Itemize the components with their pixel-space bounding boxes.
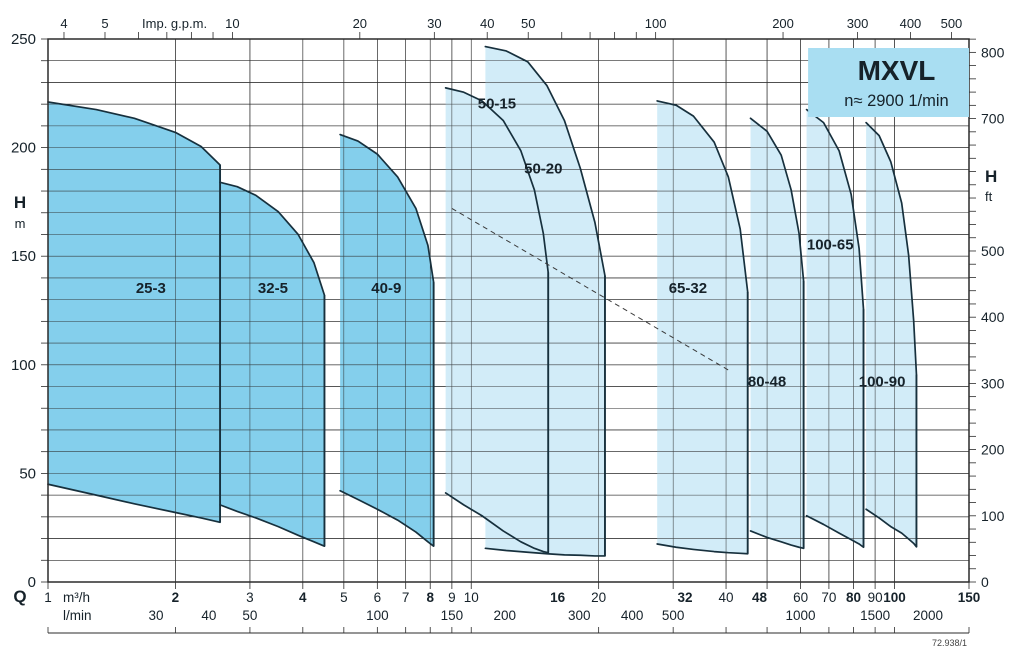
svg-text:100: 100 (981, 508, 1005, 524)
svg-text:l/min: l/min (63, 608, 92, 623)
svg-text:400: 400 (621, 608, 644, 623)
svg-text:70: 70 (821, 590, 836, 605)
svg-text:40: 40 (480, 16, 494, 31)
svg-text:400: 400 (981, 309, 1005, 325)
svg-text:72.938/1: 72.938/1 (932, 638, 967, 648)
svg-text:50: 50 (521, 16, 535, 31)
svg-text:Imp. g.p.m.: Imp. g.p.m. (142, 16, 207, 31)
svg-text:150: 150 (11, 248, 36, 265)
svg-text:m³/h: m³/h (63, 590, 90, 605)
svg-text:16: 16 (550, 590, 566, 605)
svg-text:60: 60 (793, 590, 808, 605)
svg-text:90: 90 (868, 590, 883, 605)
svg-text:20: 20 (591, 590, 606, 605)
svg-text:500: 500 (662, 608, 685, 623)
svg-text:500: 500 (981, 243, 1005, 259)
svg-text:7: 7 (402, 590, 410, 605)
svg-text:20: 20 (353, 16, 367, 31)
svg-text:9: 9 (448, 590, 456, 605)
svg-text:150: 150 (958, 590, 981, 605)
svg-text:32: 32 (678, 590, 693, 605)
svg-text:50: 50 (19, 465, 36, 482)
svg-text:1: 1 (44, 590, 52, 605)
svg-text:32-5: 32-5 (258, 280, 288, 297)
svg-text:300: 300 (847, 16, 869, 31)
svg-text:100: 100 (11, 357, 36, 374)
svg-text:50: 50 (242, 608, 257, 623)
svg-text:4: 4 (60, 16, 67, 31)
svg-text:1500: 1500 (860, 608, 890, 623)
svg-text:m: m (15, 216, 26, 231)
svg-text:300: 300 (981, 375, 1005, 391)
svg-text:3: 3 (246, 590, 254, 605)
svg-text:200: 200 (11, 140, 36, 157)
svg-text:400: 400 (900, 16, 922, 31)
svg-text:4: 4 (299, 590, 307, 605)
svg-text:5: 5 (340, 590, 348, 605)
svg-text:H: H (14, 193, 26, 212)
svg-text:100: 100 (645, 16, 667, 31)
svg-text:40: 40 (201, 608, 216, 623)
svg-text:250: 250 (11, 31, 36, 48)
svg-text:300: 300 (568, 608, 591, 623)
svg-text:Q: Q (13, 587, 26, 606)
svg-text:2000: 2000 (913, 608, 943, 623)
svg-text:800: 800 (981, 44, 1005, 60)
svg-text:100-65: 100-65 (807, 237, 854, 254)
svg-text:500: 500 (941, 16, 963, 31)
svg-text:8: 8 (426, 590, 434, 605)
svg-text:40-9: 40-9 (371, 280, 401, 297)
svg-text:200: 200 (493, 608, 516, 623)
svg-text:H: H (985, 167, 997, 186)
svg-text:10: 10 (464, 590, 479, 605)
svg-text:50-15: 50-15 (478, 96, 516, 113)
svg-text:6: 6 (374, 590, 382, 605)
svg-text:200: 200 (981, 442, 1005, 458)
svg-text:40: 40 (719, 590, 734, 605)
svg-text:50-20: 50-20 (524, 161, 562, 178)
svg-text:n≈ 2900 1/min: n≈ 2900 1/min (844, 92, 948, 110)
svg-text:0: 0 (981, 574, 989, 590)
svg-text:700: 700 (981, 111, 1005, 127)
svg-text:30: 30 (427, 16, 441, 31)
svg-text:80-48: 80-48 (748, 374, 786, 391)
svg-text:30: 30 (149, 608, 164, 623)
svg-text:100-90: 100-90 (859, 374, 906, 391)
svg-text:2: 2 (172, 590, 180, 605)
svg-text:MXVL: MXVL (858, 55, 936, 86)
svg-text:65-32: 65-32 (669, 280, 707, 297)
svg-text:100: 100 (366, 608, 389, 623)
svg-text:1000: 1000 (786, 608, 816, 623)
svg-text:25-3: 25-3 (136, 280, 166, 297)
svg-text:0: 0 (28, 574, 36, 591)
svg-text:80: 80 (846, 590, 861, 605)
svg-text:ft: ft (985, 189, 993, 204)
svg-text:200: 200 (772, 16, 794, 31)
svg-text:48: 48 (752, 590, 768, 605)
svg-text:150: 150 (441, 608, 464, 623)
svg-text:100: 100 (883, 590, 906, 605)
svg-text:10: 10 (225, 16, 239, 31)
svg-text:5: 5 (101, 16, 108, 31)
